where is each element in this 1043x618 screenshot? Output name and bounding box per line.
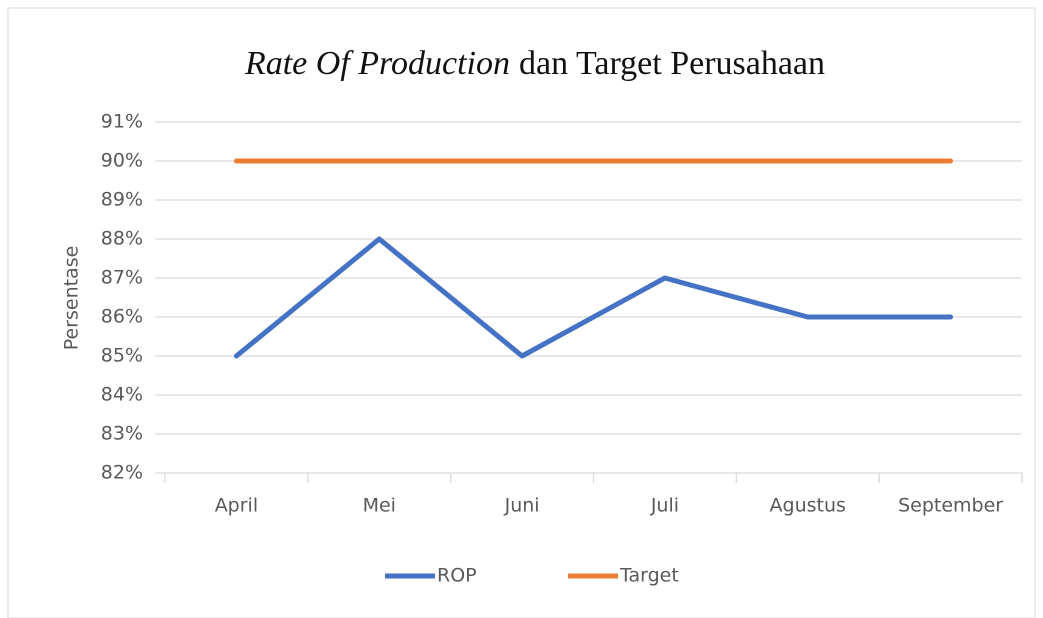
chart-border <box>8 8 1035 618</box>
chart: Rate Of Productiondan Target Perusahaan … <box>0 0 1043 618</box>
x-tick-label: Juni <box>504 495 540 517</box>
y-tick-label: 85% <box>101 345 143 367</box>
title-rest: dan Target Perusahaan <box>519 45 825 82</box>
y-tick-label: 84% <box>101 384 143 406</box>
title-italic: Rate Of Production <box>244 45 510 82</box>
x-tick-label: September <box>898 495 1003 517</box>
y-tick-label: 90% <box>101 150 143 172</box>
y-tick-label: 89% <box>101 189 143 211</box>
y-tick-label: 87% <box>101 267 143 289</box>
y-tick-label: 86% <box>101 306 143 328</box>
y-tick-label: 91% <box>101 111 143 133</box>
y-axis-label: Persentase <box>61 246 83 351</box>
x-tick-label: Agustus <box>770 495 846 517</box>
x-tick-label: Mei <box>363 495 396 517</box>
x-tick-label: Juli <box>650 495 679 517</box>
legend-label: ROP <box>437 565 477 587</box>
legend-label: Target <box>619 565 679 587</box>
y-tick-label: 83% <box>101 423 143 445</box>
y-tick-label: 88% <box>101 228 143 250</box>
x-tick-label: April <box>215 495 258 517</box>
y-tick-label: 82% <box>101 462 143 484</box>
